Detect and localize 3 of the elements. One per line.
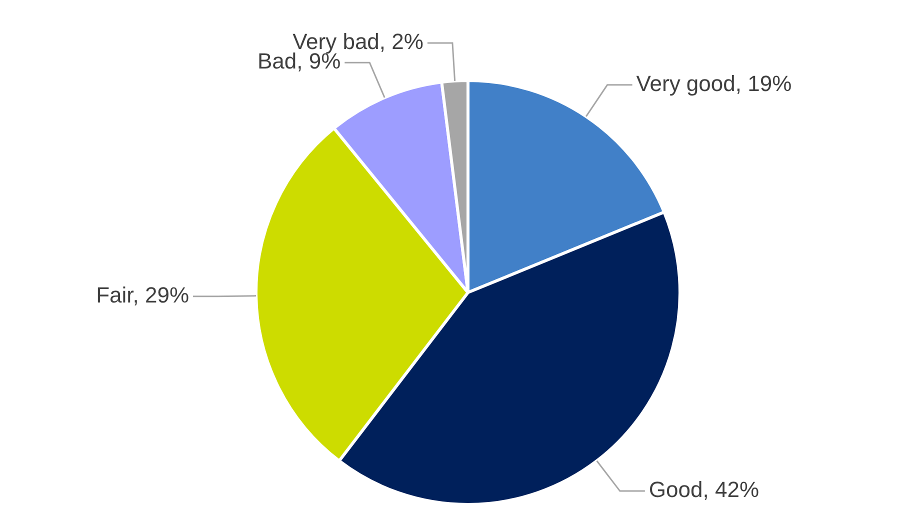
slice-label: Fair, 29% [96,282,190,308]
slice-label: Good, 42% [648,477,760,502]
slice-label: Very good, 19% [636,70,792,96]
